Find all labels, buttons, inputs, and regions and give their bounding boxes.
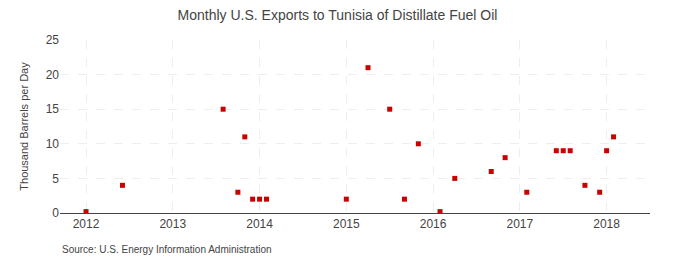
svg-text:0: 0: [52, 206, 59, 220]
svg-text:5: 5: [52, 172, 59, 186]
svg-text:Thousand Barrels per Day: Thousand Barrels per Day: [18, 62, 30, 191]
svg-text:20: 20: [46, 68, 60, 82]
svg-text:2018: 2018: [593, 217, 620, 231]
svg-text:2012: 2012: [73, 217, 100, 231]
svg-text:Source: U.S. Energy Informatio: Source: U.S. Energy Information Administ…: [62, 244, 272, 255]
svg-text:Monthly U.S. Exports to Tunisi: Monthly U.S. Exports to Tunisia of Disti…: [178, 7, 498, 23]
svg-text:15: 15: [46, 102, 60, 116]
svg-text:2014: 2014: [246, 217, 273, 231]
svg-text:2015: 2015: [333, 217, 360, 231]
svg-text:2013: 2013: [159, 217, 186, 231]
svg-text:25: 25: [46, 33, 60, 47]
svg-text:2016: 2016: [420, 217, 447, 231]
svg-text:10: 10: [46, 137, 60, 151]
svg-text:2017: 2017: [506, 217, 533, 231]
